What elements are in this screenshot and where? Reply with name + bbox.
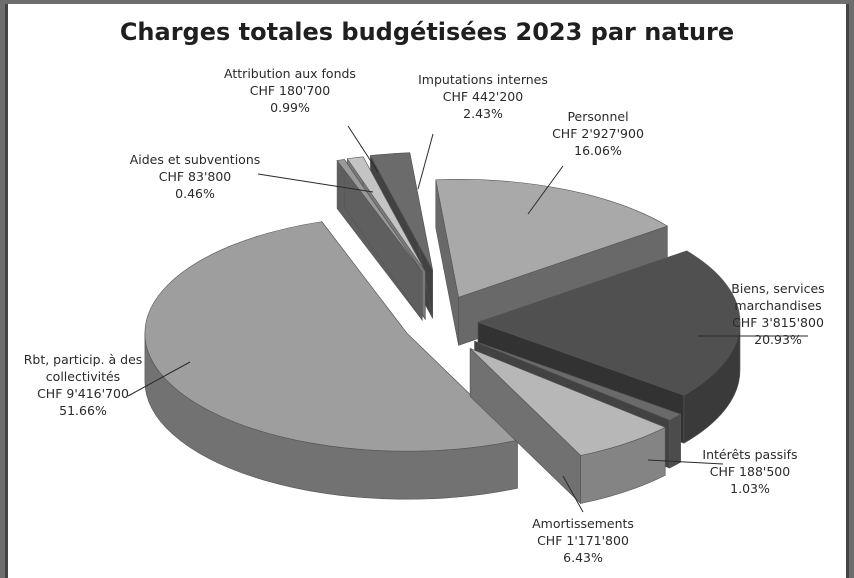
slice-label-line: Amortissements: [532, 516, 634, 531]
slice-label-line: 6.43%: [563, 550, 603, 565]
slice-label-line: 20.93%: [754, 332, 802, 347]
slice-label-line: 51.66%: [59, 403, 107, 418]
leader-line-1: [527, 165, 564, 215]
slice-label-1: Personnel CHF 2'927'900 16.06%: [552, 109, 644, 158]
leader-line-7: [347, 125, 379, 173]
slice-label-6: Aides et subventions CHF 83'800 0.46%: [130, 152, 261, 201]
pie-slice-4: [469, 347, 666, 505]
chart-title: Charges totales budgétisées 2023 par nat…: [119, 18, 735, 46]
slice-label-line: CHF 83'800: [159, 169, 232, 184]
pie-slice-5: [144, 220, 519, 500]
slice-label-4: Amortissements CHF 1'171'800 6.43%: [532, 516, 634, 565]
slice-label-line: CHF 188'500: [710, 464, 790, 479]
slice-label-line: 16.06%: [574, 143, 622, 158]
slice-label-line: Aides et subventions: [130, 152, 261, 167]
slice-label-3: Intérêts passifs CHF 188'500 1.03%: [702, 447, 797, 496]
slice-label-line: marchandises: [734, 298, 821, 313]
leader-line-4: [562, 475, 584, 513]
slice-label-8: Imputations internes CHF 442'200 2.43%: [418, 72, 548, 121]
slice-label-5: Rbt, particip. à des collectivités CHF 9'4…: [24, 352, 143, 418]
leader-line-3: [647, 459, 724, 465]
slice-label-line: CHF 2'927'900: [552, 126, 644, 141]
leader-line-6: [257, 173, 374, 193]
slice-label-line: CHF 9'416'700: [37, 386, 129, 401]
slice-label-line: Biens, services: [731, 281, 824, 296]
slice-label-line: Personnel: [567, 109, 628, 124]
slice-label-line: Rbt, particip. à des: [24, 352, 143, 367]
slice-label-line: 0.99%: [270, 100, 310, 115]
leader-line-8: [417, 133, 434, 190]
slice-label-line: Intérêts passifs: [702, 447, 797, 462]
slice-label-2: Biens, services marchandises CHF 3'815'800…: [731, 281, 824, 347]
chart-card: Charges totales budgétisées 2023 par nat…: [8, 4, 846, 578]
slice-label-line: collectivités: [46, 369, 120, 384]
slice-label-line: CHF 180'700: [250, 83, 330, 98]
slice-label-line: Attribution aux fonds: [224, 66, 356, 81]
slice-label-line: CHF 1'171'800: [537, 533, 629, 548]
slice-label-7: Attribution aux fonds CHF 180'700 0.99%: [224, 66, 356, 115]
slice-label-line: CHF 3'815'800: [732, 315, 824, 330]
leader-line-5: [127, 361, 191, 397]
slice-label-line: 2.43%: [463, 106, 503, 121]
slice-label-line: 1.03%: [730, 481, 770, 496]
slice-label-line: Imputations internes: [418, 72, 548, 87]
slice-label-line: 0.46%: [175, 186, 215, 201]
slice-label-line: CHF 442'200: [443, 89, 523, 104]
pie-slice-6: [336, 158, 423, 322]
pie-chart: Personnel CHF 2'927'900 16.06% Biens, servi…: [24, 66, 825, 565]
